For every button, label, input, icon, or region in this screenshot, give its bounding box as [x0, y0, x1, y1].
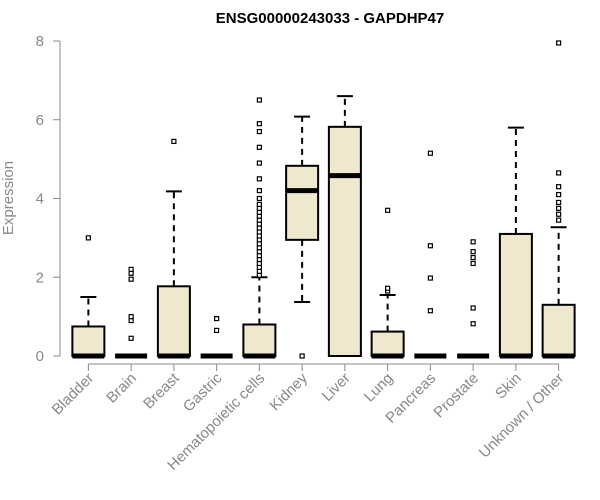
- box-group: [156, 138, 191, 359]
- chart-title: ENSG00000243033 - GAPDHP47: [216, 10, 444, 27]
- outlier-point: [85, 235, 91, 241]
- box-group: [200, 315, 233, 359]
- outlier-point: [556, 211, 562, 217]
- x-tick-label: Bladder: [49, 370, 98, 419]
- outlier-point: [299, 353, 305, 359]
- y-axis: 0 2 4 6 8: [36, 33, 61, 365]
- outlier-point: [470, 254, 476, 261]
- outlier-point: [385, 285, 391, 291]
- outlier-point: [256, 144, 262, 150]
- x-tick-label: Skin: [492, 370, 525, 403]
- box-group: [457, 239, 490, 359]
- y-tick-label: 6: [36, 112, 44, 129]
- boxes-layer: [71, 40, 576, 359]
- outlier-point: [214, 315, 220, 322]
- x-tick-label: Prostate: [430, 370, 482, 422]
- box-group: [414, 150, 447, 359]
- box-iqr: [327, 125, 362, 358]
- outlier-point: [470, 305, 476, 311]
- outlier-point: [256, 97, 262, 103]
- box-iqr: [71, 325, 106, 357]
- outlier-point: [470, 239, 476, 245]
- box-iqr: [242, 323, 277, 357]
- outlier-point: [556, 184, 562, 190]
- box-group: [370, 207, 405, 359]
- outlier-point: [128, 276, 134, 282]
- outlier-point: [470, 260, 476, 267]
- y-tick-label: 2: [36, 269, 44, 286]
- outlier-point: [427, 308, 433, 314]
- outlier-point: [470, 321, 476, 327]
- box-group: [242, 97, 277, 359]
- y-axis-label: Expression: [0, 161, 17, 235]
- outlier-point: [556, 199, 562, 206]
- outlier-point: [556, 40, 562, 46]
- box-group: [541, 40, 576, 359]
- outlier-point: [256, 128, 262, 135]
- outlier-point: [556, 217, 562, 223]
- y-tick-label: 4: [36, 191, 44, 208]
- x-tick-label: Brain: [103, 370, 140, 407]
- outlier-point: [556, 170, 562, 176]
- outlier-point: [128, 266, 134, 272]
- box-group: [71, 235, 106, 359]
- x-tick-label: Liver: [319, 370, 354, 405]
- x-tick-label: Lung: [361, 370, 397, 406]
- outlier-point: [256, 195, 262, 202]
- box-iqr: [285, 164, 320, 241]
- outlier-point: [256, 188, 262, 194]
- outlier-point: [256, 121, 262, 127]
- outlier-point: [256, 201, 262, 208]
- outlier-point: [256, 176, 262, 182]
- y-tick-label: 8: [36, 33, 44, 50]
- outlier-point: [556, 191, 562, 198]
- outlier-point: [256, 160, 262, 166]
- box-group: [115, 266, 148, 359]
- outlier-point: [427, 275, 433, 281]
- outlier-point: [470, 249, 476, 255]
- box-iqr: [370, 330, 405, 357]
- outlier-point: [128, 314, 134, 320]
- outlier-point: [128, 335, 134, 341]
- outlier-point: [427, 243, 433, 249]
- x-tick-label: Breast: [140, 369, 183, 412]
- box-group: [327, 95, 362, 358]
- outlier-point: [385, 207, 391, 213]
- box-iqr: [498, 232, 533, 357]
- y-tick-label: 0: [36, 348, 44, 365]
- x-tick-label: Kidney: [266, 369, 311, 414]
- outlier-point: [214, 327, 220, 334]
- box-group: [285, 115, 320, 359]
- box-iqr: [541, 303, 576, 357]
- outlier-point: [427, 150, 433, 156]
- outlier-point: [171, 138, 177, 145]
- box-iqr: [156, 285, 191, 357]
- outlier-point: [556, 205, 562, 211]
- box-group: [498, 126, 533, 359]
